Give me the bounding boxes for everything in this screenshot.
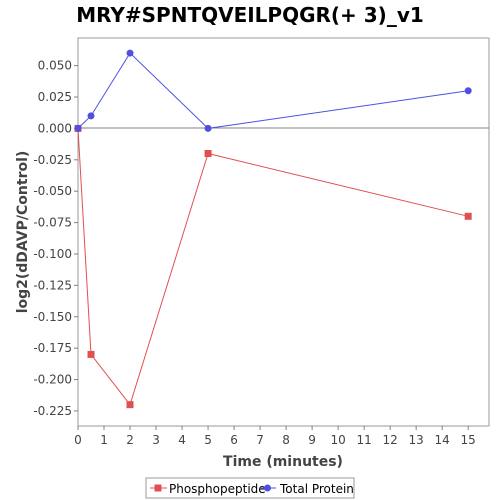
- legend: Phosphopeptide Total Protein: [145, 477, 355, 499]
- y-tick-label: -0.150: [33, 310, 72, 324]
- legend-total-protein-label: Total Protein: [279, 482, 354, 496]
- y-tick-label: -0.075: [33, 216, 72, 230]
- data-point-phosphopeptide: [87, 350, 95, 358]
- y-tick-label: 0.000: [38, 121, 72, 135]
- y-tick-label: -0.175: [33, 341, 72, 355]
- data-point-total-protein: [464, 87, 472, 95]
- x-tick-label: 3: [152, 433, 160, 447]
- data-point-phosphopeptide: [464, 212, 472, 220]
- y-axis-label: log2(dDAVP/Control): [15, 151, 31, 314]
- data-point-total-protein: [74, 124, 82, 132]
- x-tick-label: 12: [383, 433, 398, 447]
- x-tick-label: 10: [330, 433, 345, 447]
- x-tick-label: 13: [409, 433, 424, 447]
- data-point-phosphopeptide: [204, 150, 212, 158]
- x-tick-label: 5: [204, 433, 212, 447]
- x-tick-label: 6: [230, 433, 238, 447]
- y-tick-label: -0.100: [33, 247, 72, 261]
- plot-area: [77, 37, 490, 427]
- legend-phosphopeptide-label: Phosphopeptide: [169, 482, 266, 496]
- y-tick-label: -0.125: [33, 278, 72, 292]
- x-tick-label: 9: [308, 433, 316, 447]
- x-axis-label: Time (minutes): [223, 454, 343, 470]
- x-tick-label: 14: [435, 433, 450, 447]
- legend-phosphopeptide-marker: [154, 484, 162, 492]
- y-tick-label: 0.025: [38, 90, 72, 104]
- x-tick-label: 2: [126, 433, 134, 447]
- data-point-total-protein: [126, 49, 134, 57]
- y-tick-label: -0.050: [33, 184, 72, 198]
- y-tick-label: -0.025: [33, 153, 72, 167]
- x-tick-label: 15: [461, 433, 476, 447]
- x-tick-label: 7: [256, 433, 264, 447]
- legend-box: [145, 477, 355, 499]
- y-tick-label: -0.225: [33, 404, 72, 418]
- legend-total-protein-marker: [264, 484, 271, 492]
- data-point-phosphopeptide: [126, 401, 134, 409]
- x-axis-ticks: 0 1 2 3 4 5 6 7 8 9 10 11 12 13 14 15: [74, 426, 476, 447]
- x-tick-label: 0: [74, 433, 82, 447]
- x-tick-label: 11: [356, 433, 371, 447]
- chart-title: MRY#SPNTQVEILPQGR(+ 3)_v1: [76, 3, 424, 27]
- data-point-total-protein: [87, 112, 95, 120]
- x-tick-label: 1: [100, 433, 108, 447]
- data-point-total-protein: [204, 124, 212, 132]
- series-layer: [74, 49, 472, 409]
- x-tick-label: 8: [282, 433, 290, 447]
- x-tick-label: 4: [178, 433, 186, 447]
- y-tick-label: 0.050: [38, 59, 72, 73]
- y-axis-ticks: 0.050 0.025 0.000 -0.025 -0.050 -0.075 -0.100 -…: [33, 59, 78, 418]
- y-tick-label: -0.200: [33, 373, 72, 387]
